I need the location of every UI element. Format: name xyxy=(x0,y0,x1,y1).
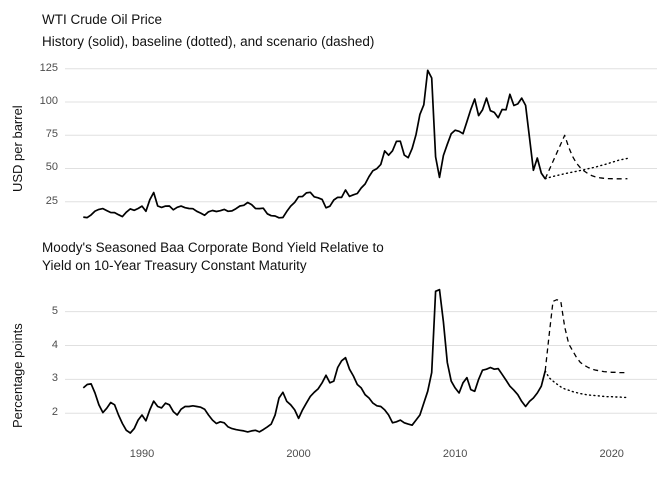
wti-y-tick-label-100: 100 xyxy=(39,95,58,108)
spread-y-tick-label-5: 5 xyxy=(51,304,58,317)
spread-y-tick-label-3: 3 xyxy=(51,372,58,385)
wti-y-tick-label-50: 50 xyxy=(45,161,58,174)
x-tick-label-2020: 2020 xyxy=(599,448,624,460)
spread-baseline-line xyxy=(544,370,629,399)
x-tick-label-2010: 2010 xyxy=(442,448,468,460)
spread-y-tick-label-4: 4 xyxy=(51,338,58,351)
chart1-subtitle: History (solid), baseline (dotted), and … xyxy=(42,34,375,49)
x-tick-label-1990: 1990 xyxy=(129,448,155,460)
wti-history-line xyxy=(83,69,546,219)
wti-baseline-line xyxy=(544,157,629,180)
wti-y-tick-label-75: 75 xyxy=(45,128,58,141)
chart2-title: Moody's Seasoned Baa Corporate Bond Yiel… xyxy=(42,239,384,275)
spread-scenario-line xyxy=(544,299,628,374)
chart1-title: WTI Crude Oil Price xyxy=(42,12,163,27)
wti-scenario-line xyxy=(544,134,628,180)
chart2-title-line1: Moody's Seasoned Baa Corporate Bond Yiel… xyxy=(42,240,384,255)
wti-y-tick-label-125: 125 xyxy=(39,61,58,74)
wti-y-tick-label-25: 25 xyxy=(45,194,58,207)
chart2-y-axis-title: Percentage points xyxy=(10,323,25,428)
chart1-y-axis-title: USD per barrel xyxy=(10,105,25,192)
chart2-title-line2: Yield on 10-Year Treasury Constant Matur… xyxy=(42,258,307,273)
x-tick-label-2000: 2000 xyxy=(286,448,311,460)
spread-y-tick-label-2: 2 xyxy=(51,406,58,419)
spread-history-line xyxy=(82,288,547,434)
